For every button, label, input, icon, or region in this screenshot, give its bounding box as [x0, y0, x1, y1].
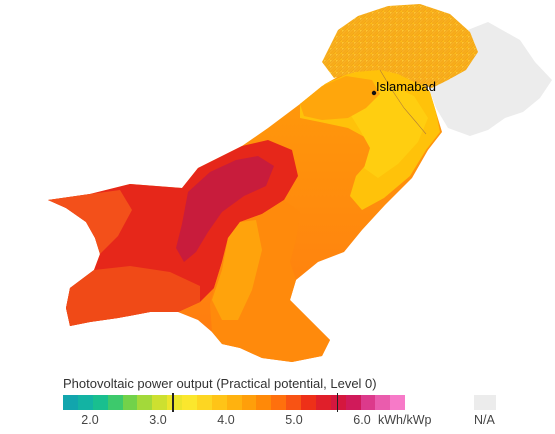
scale-segment-2 — [92, 395, 108, 410]
color-scale-bar — [63, 395, 406, 410]
scale-segment-4 — [122, 395, 138, 410]
region-kpk — [300, 76, 380, 120]
na-label: N/A — [474, 413, 495, 427]
scale-segment-7 — [167, 395, 182, 410]
scale-segment-0 — [63, 395, 78, 410]
scale-segment-22 — [390, 395, 406, 410]
scale-segment-14 — [271, 395, 287, 410]
scale-segment-11 — [226, 395, 242, 410]
islamabad-marker — [371, 90, 377, 96]
scale-range-marker-left — [172, 393, 174, 412]
region-north — [322, 4, 478, 88]
scale-segment-17 — [315, 395, 331, 410]
border-line — [379, 69, 427, 135]
scale-segment-1 — [77, 395, 93, 410]
scale-segment-12 — [241, 395, 257, 410]
na-swatch — [474, 395, 496, 410]
region-hotspot — [176, 156, 274, 262]
scale-range-marker-right — [336, 393, 339, 412]
tick-label-4: 4.0 — [217, 413, 235, 427]
scale-segment-16 — [301, 395, 316, 410]
pv-map[interactable] — [0, 0, 555, 380]
scale-segment-8 — [182, 395, 197, 410]
scale-segment-13 — [256, 395, 272, 410]
scale-segment-18 — [330, 395, 346, 410]
unit-label: kWh/kWp — [378, 413, 432, 427]
tick-label-2: 2.0 — [81, 413, 99, 427]
map-area[interactable] — [0, 0, 555, 380]
region-punjab-core — [350, 84, 428, 178]
scale-segment-19 — [345, 395, 361, 410]
scale-segment-21 — [375, 395, 391, 410]
legend-title: Photovoltaic power output (Practical pot… — [63, 376, 377, 391]
city-label-islamabad: Islamabad — [376, 79, 436, 94]
region-balochistan-south — [66, 266, 200, 326]
scale-segment-5 — [137, 395, 153, 410]
region-sindh-west — [212, 220, 262, 320]
scale-segment-15 — [286, 395, 301, 410]
scale-segment-9 — [196, 395, 212, 410]
scale-segment-20 — [360, 395, 376, 410]
scale-segment-10 — [211, 395, 227, 410]
scale-segment-6 — [152, 395, 168, 410]
tick-label-5: 5.0 — [285, 413, 303, 427]
tick-label-6: 6.0 — [353, 413, 371, 427]
tick-label-3: 3.0 — [149, 413, 167, 427]
scale-segment-3 — [107, 395, 123, 410]
region-balochistan-west — [48, 190, 132, 254]
